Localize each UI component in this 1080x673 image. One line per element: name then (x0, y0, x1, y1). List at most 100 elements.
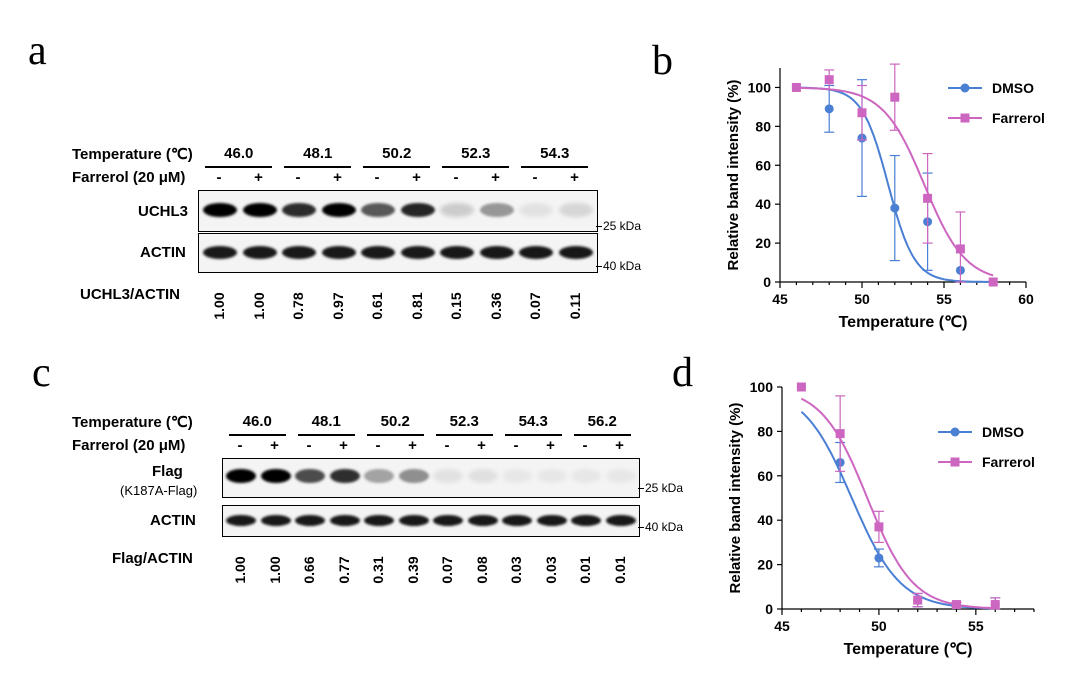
panel-a-actin-blot (198, 233, 598, 273)
chart-d-dmso-point (835, 457, 845, 467)
panel_a-ratio-3: 0.97 (329, 292, 346, 320)
panel_a-sign-5: + (412, 169, 421, 186)
chart-b-x-tick-label: 55 (936, 291, 952, 307)
panel_a-band1-3 (321, 203, 356, 217)
panel-a-letter: a (28, 28, 47, 74)
panel-a-blot1-label: UCHL3 (138, 203, 189, 220)
panel-c-blot1-label: Flag (152, 463, 183, 480)
chart-b-x-tick-label: 60 (1018, 291, 1034, 307)
panel-c-ratio-label: Flag/ACTIN (112, 550, 193, 567)
panel_a-ratio-4: 0.61 (369, 292, 385, 320)
panel_a-temp-line-2 (363, 166, 431, 168)
panel_a-band1-7 (479, 203, 514, 217)
panel_a-band1-9 (558, 203, 593, 217)
panel_a-ratio-6: 0.15 (448, 292, 464, 320)
panel_a-band1-2 (282, 203, 316, 217)
panel_a-band2-6 (440, 246, 474, 259)
panel-c-treatment-label: Farrerol (20 μM) (72, 437, 186, 454)
panel_c-band2-10 (571, 515, 601, 526)
panel_c-sign-2: - (306, 437, 312, 454)
panel_a-sign-8: - (532, 169, 538, 186)
chart-d-dmso-point (951, 600, 961, 610)
chart-b-farrerol-point (955, 244, 965, 254)
chart-b-y-tick-label: 80 (755, 118, 771, 134)
chart-b-dmso-point (988, 277, 998, 287)
panel_a-sign-1: + (254, 169, 263, 186)
panel_c-band1-9 (536, 469, 567, 483)
panel_c-band2-1 (260, 515, 291, 526)
chart-d-ylabel: Relative band intensity (%) (727, 403, 744, 594)
panel_c-temp-5: 56.2 (587, 413, 617, 430)
panel_c-temp-4: 54.3 (518, 413, 548, 430)
chart-d-y-tick-label: 100 (750, 379, 774, 395)
chart-d-legend-farrerol-marker (950, 457, 960, 467)
panel_a-ratio-8: 0.07 (527, 292, 543, 320)
panel_c-temp-line-1 (297, 434, 355, 436)
panel_a-ratio-0: 1.00 (211, 292, 227, 320)
chart-d-x-tick-label: 55 (968, 618, 984, 634)
panel_c-sign-9: + (546, 437, 555, 454)
chart-b-dmso-point (824, 104, 834, 114)
panel-a-uchl3-blot (198, 190, 598, 232)
panel_c-temp-line-2 (366, 434, 424, 436)
panel_a-band1-5 (400, 203, 435, 217)
panel_a-band2-7 (479, 246, 514, 259)
panel_a-band2-1 (242, 246, 277, 259)
chart-d-farrerol-point (796, 382, 806, 392)
panel_c-band1-0 (226, 469, 256, 483)
chart-b-legend-dmso-marker (960, 83, 970, 93)
panel-c-blot2-label: ACTIN (150, 512, 196, 529)
panel-a-marker1-tick (596, 226, 602, 227)
panel_c-ratio-8: 0.03 (508, 556, 524, 584)
panel_c-band2-11 (605, 515, 636, 526)
chart-b-farrerol-fit-line (796, 86, 994, 277)
panel_a-temp-line-1 (284, 166, 352, 168)
panel_c-temp-line-4 (504, 434, 562, 436)
panel_a-band2-4 (361, 246, 395, 259)
panel_a-band1-4 (361, 203, 395, 217)
chart-b-ylabel: Relative band intensity (%) (725, 80, 742, 271)
chart-d-dmso-point (796, 382, 806, 392)
chart-d-y-tick-label: 80 (757, 423, 773, 439)
panel_c-band1-8 (502, 469, 532, 483)
chart-d-farrerol-point (874, 522, 884, 532)
panel_c-band1-3 (329, 469, 360, 483)
panel_a-ratio-2: 0.78 (290, 292, 306, 320)
panel-d-letter: d (672, 350, 693, 396)
panel_c-ratio-1: 1.00 (266, 556, 283, 584)
chart-b-x-tick-label: 50 (854, 291, 870, 307)
chart-d-dmso-point (913, 595, 923, 605)
panel_a-ratio-1: 1.00 (250, 292, 267, 320)
panel_a-ratio-7: 0.36 (487, 292, 504, 320)
panel_c-band2-3 (329, 515, 360, 526)
panel_c-sign-4: - (375, 437, 381, 454)
panel_c-band2-2 (295, 515, 325, 526)
chart-d-y-tick-label: 60 (757, 468, 773, 484)
panel_a-sign-6: - (453, 169, 459, 186)
panel-c-marker1-tick (638, 488, 644, 489)
panel_a-band1-0 (203, 203, 237, 217)
chart-d-y-tick-label: 20 (757, 557, 773, 573)
panel-c-marker2-tick (638, 527, 644, 528)
panel_c-band2-0 (226, 515, 256, 526)
panel_a-temp-1: 48.1 (303, 145, 333, 162)
panel_c-band1-5 (398, 469, 429, 483)
panel_a-temp-line-4 (521, 166, 589, 168)
panel_a-temp-4: 54.3 (540, 145, 570, 162)
panel_c-sign-1: + (270, 437, 279, 454)
panel_c-band1-11 (605, 469, 636, 483)
chart-b-dmso-point (923, 217, 933, 227)
panel-a-treatment-label: Farrerol (20 μM) (72, 169, 186, 186)
chart-b-farrerol-point (923, 193, 933, 203)
chart-b-dmso-point (791, 82, 801, 92)
panel_c-ratio-5: 0.39 (404, 556, 421, 584)
panel-c-marker2: 40 kDa (645, 520, 684, 534)
chart-b-dmso-point (857, 133, 867, 143)
panel-a-marker2: 40 kDa (603, 259, 642, 273)
panel_a-sign-7: + (491, 169, 500, 186)
panel-c-temperature-label: Temperature (℃) (72, 414, 193, 431)
panel-a-marker1: 25 kDa (603, 219, 642, 233)
panel_c-temp-line-5 (573, 434, 631, 436)
panel_c-ratio-2: 0.66 (301, 556, 317, 584)
panel_c-band2-8 (502, 515, 532, 526)
